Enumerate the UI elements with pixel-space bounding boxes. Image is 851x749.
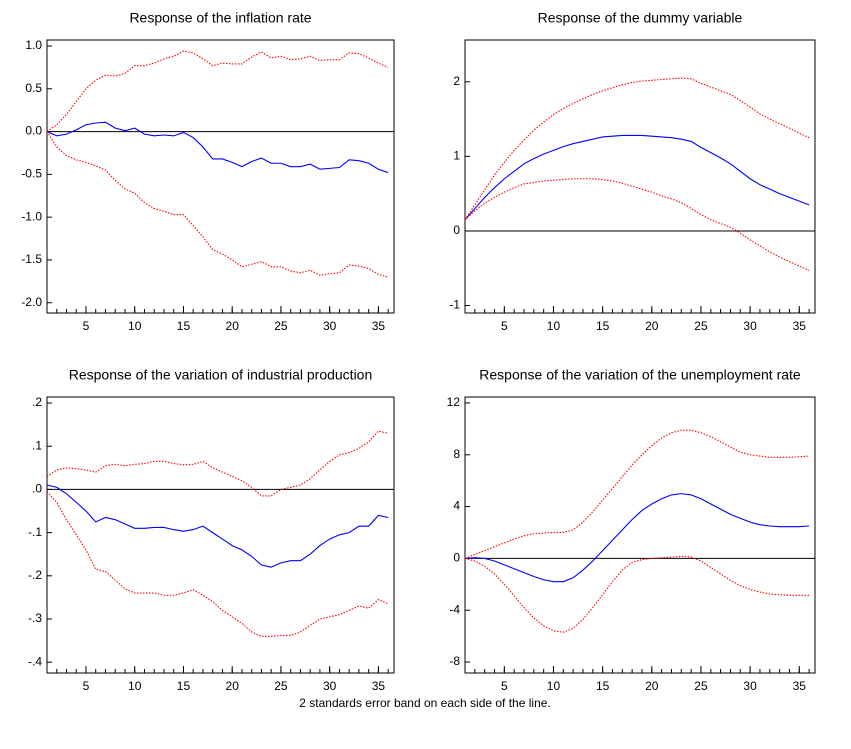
y-tick-label: 8 — [453, 447, 460, 461]
series-line — [464, 134, 810, 221]
x-tick-label: 35 — [793, 679, 807, 693]
y-tick-label: 2 — [453, 74, 460, 88]
x-tick-label: 20 — [645, 319, 659, 333]
y-tick-label: .0 — [32, 482, 42, 496]
y-tick-label: -8 — [449, 654, 460, 668]
x-tick-label: 25 — [694, 679, 708, 693]
x-tick-label: 5 — [83, 319, 90, 333]
x-tick-label: 20 — [226, 679, 240, 693]
x-tick-label: 15 — [596, 679, 610, 693]
x-tick-label: 35 — [793, 319, 807, 333]
chart-title: Response of the dummy variable — [538, 10, 743, 26]
x-tick-label: 10 — [128, 319, 142, 333]
x-tick-label: 15 — [177, 679, 191, 693]
y-tick-label: -0.5 — [21, 167, 42, 181]
series-line — [464, 555, 810, 633]
x-tick-label: 10 — [547, 319, 561, 333]
x-tick-label: 20 — [226, 319, 240, 333]
x-tick-label: 30 — [323, 319, 337, 333]
y-tick-label: -.2 — [28, 568, 42, 582]
y-tick-label: 0 — [453, 551, 460, 565]
y-tick-label: -.3 — [28, 611, 42, 625]
series-line — [464, 178, 810, 271]
y-tick-label: .1 — [32, 438, 42, 452]
series-line — [46, 131, 389, 278]
series-line — [46, 491, 389, 637]
y-tick-label: 4 — [453, 499, 460, 513]
chart-title: Response of the variation of industrial … — [69, 367, 373, 383]
x-tick-label: 25 — [274, 679, 288, 693]
x-tick-label: 30 — [743, 679, 757, 693]
x-tick-label: 5 — [501, 319, 508, 333]
x-tick-label: 20 — [645, 679, 659, 693]
x-tick-label: 15 — [596, 319, 610, 333]
chart-title: Response of the variation of the unemplo… — [479, 367, 801, 383]
x-tick-label: 25 — [694, 319, 708, 333]
y-tick-label: 0.0 — [25, 124, 42, 138]
y-tick-label: -1 — [449, 298, 460, 312]
y-tick-label: -1.0 — [21, 209, 42, 223]
x-tick-label: 35 — [372, 319, 386, 333]
series-line — [46, 430, 389, 497]
x-tick-label: 30 — [743, 319, 757, 333]
y-tick-label: .2 — [32, 395, 42, 409]
y-tick-label: -.1 — [28, 525, 42, 539]
x-tick-label: 15 — [177, 319, 191, 333]
x-tick-label: 35 — [372, 679, 386, 693]
y-tick-label: 1 — [453, 149, 460, 163]
plot-frame — [464, 396, 816, 674]
plot-frame — [464, 39, 816, 314]
y-tick-label: 0.5 — [25, 81, 42, 95]
x-tick-label: 30 — [323, 679, 337, 693]
series-line — [464, 493, 810, 583]
series-line — [464, 429, 810, 559]
x-tick-label: 10 — [547, 679, 561, 693]
plot-frame — [46, 396, 395, 674]
series-line — [464, 77, 810, 221]
y-tick-label: -4 — [449, 602, 460, 616]
x-tick-label: 10 — [128, 679, 142, 693]
y-tick-label: -2.0 — [21, 295, 42, 309]
x-tick-label: 25 — [274, 319, 288, 333]
y-tick-label: 12 — [447, 395, 461, 409]
x-tick-label: 5 — [501, 679, 508, 693]
y-tick-label: 1.0 — [25, 38, 42, 52]
chart-title: Response of the inflation rate — [129, 10, 311, 26]
x-tick-label: 5 — [83, 679, 90, 693]
caption: 2 standards error band on each side of t… — [299, 696, 551, 710]
y-tick-label: 0 — [453, 223, 460, 237]
y-tick-label: -1.5 — [21, 252, 42, 266]
series-line — [46, 50, 389, 133]
plot-frame — [46, 39, 395, 314]
series-line — [46, 121, 389, 174]
series-line — [46, 484, 389, 568]
y-tick-label: -.4 — [28, 654, 42, 668]
